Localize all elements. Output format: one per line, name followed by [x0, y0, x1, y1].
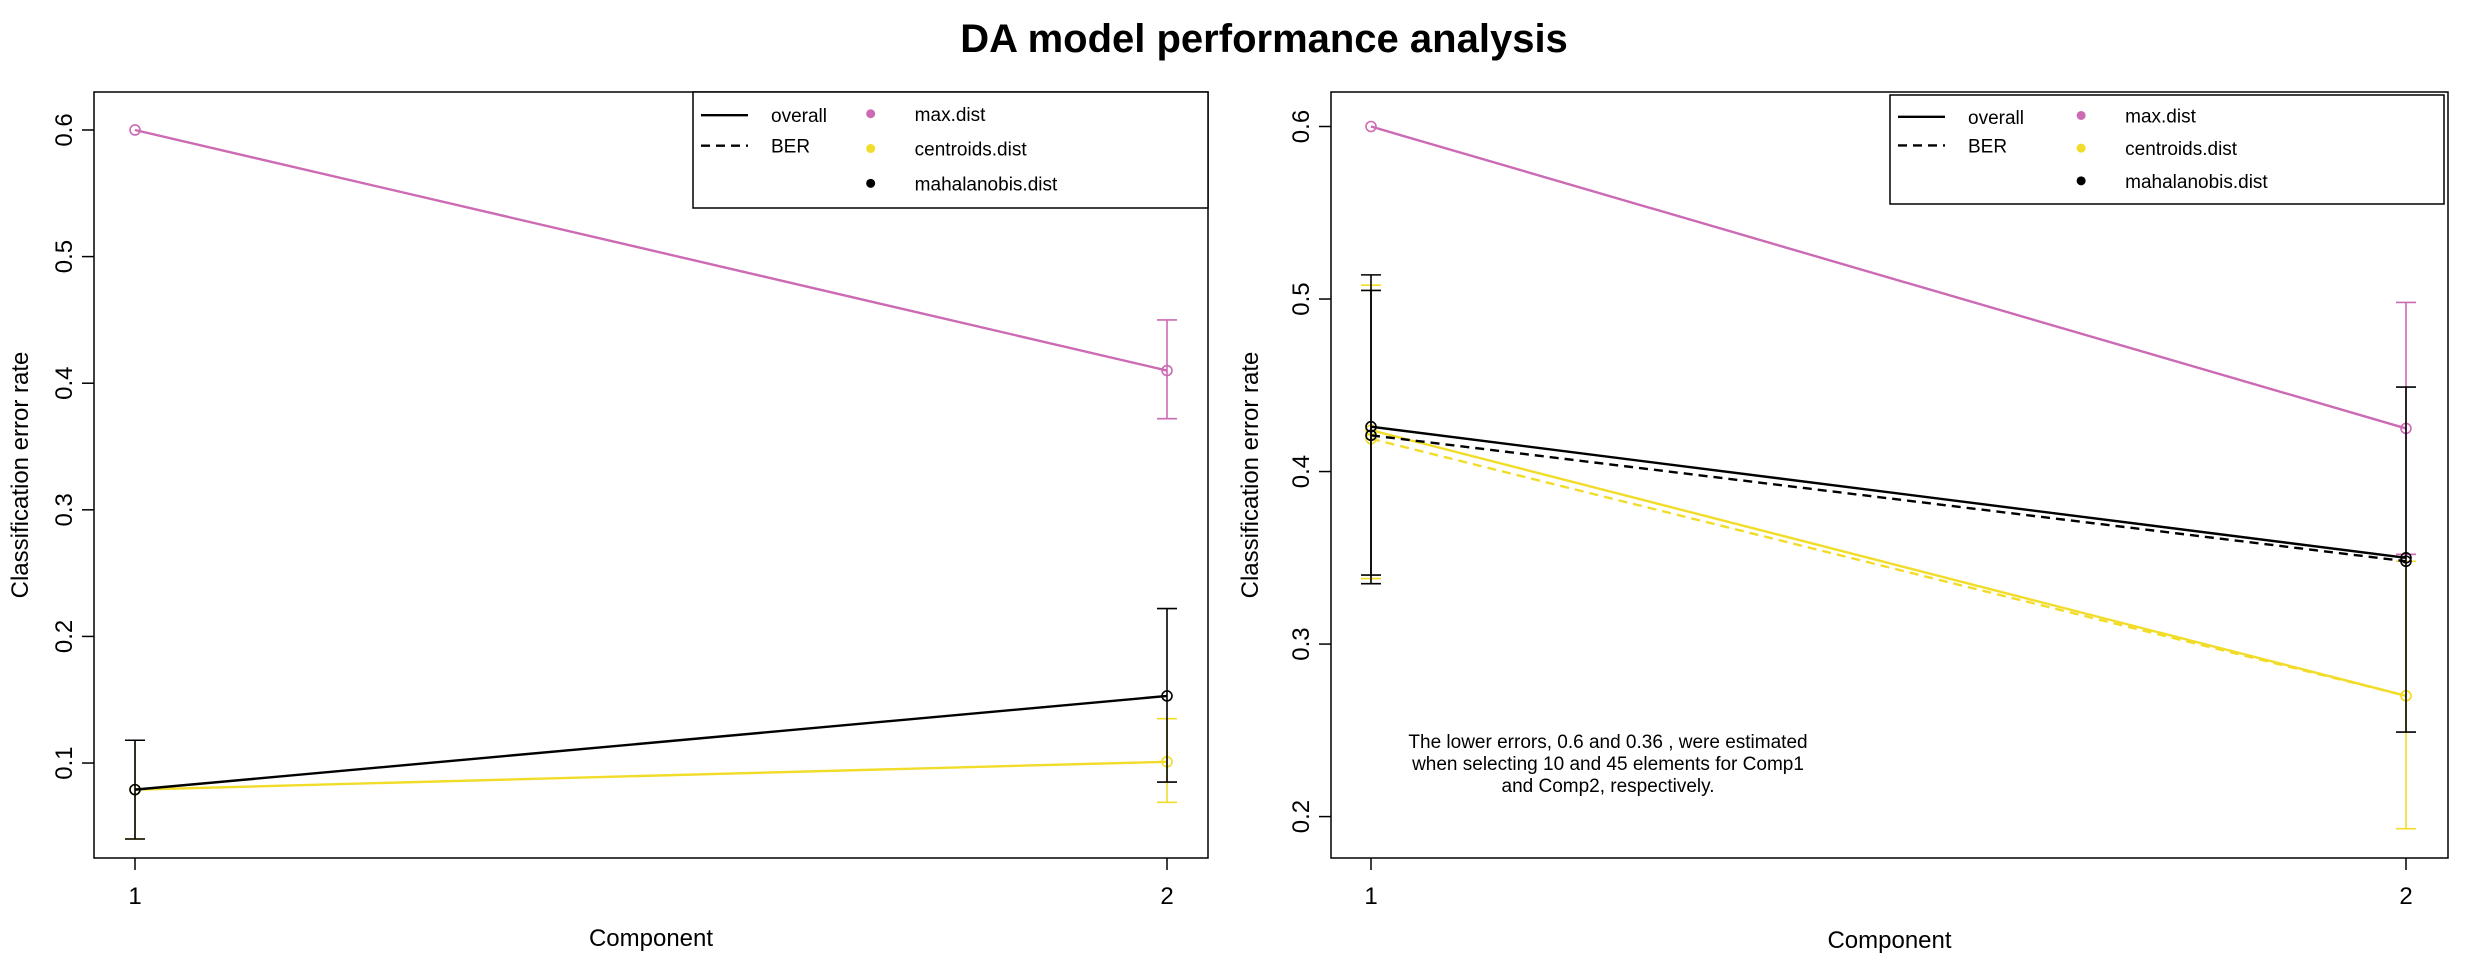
series-line	[1370, 434, 2407, 563]
y-tick-label: 0.5	[1288, 282, 1315, 315]
legend-marker-mahalanobis-dist	[866, 178, 876, 188]
legend-box	[692, 91, 1209, 209]
annotation-line: and Comp2, respectively.	[1502, 776, 1715, 797]
series-line	[134, 128, 1168, 372]
annotation-line: when selecting 10 and 45 elements for Co…	[1411, 754, 1804, 775]
legend: overall BER max.dist centroids.dist mahalano…	[692, 91, 1209, 209]
legend-label: overall	[1968, 108, 2024, 129]
data-point	[1161, 364, 1173, 377]
data-point	[1161, 690, 1173, 702]
x-axis-title: Component	[589, 925, 713, 952]
y-axis-title: Classification error rate	[1237, 352, 1264, 599]
data-point	[1365, 120, 1377, 133]
legend-marker-centroids-dist	[866, 144, 876, 154]
x-tick-label: 1	[128, 883, 141, 910]
x-tick-label: 1	[1364, 883, 1377, 910]
legend-label: mahalanobis.dist	[915, 174, 1058, 195]
data-point	[129, 783, 141, 796]
y-tick-label: 0.6	[1288, 110, 1315, 143]
x-axis-title: Component	[1827, 927, 1951, 954]
series-line	[1370, 428, 2407, 697]
legend-label: BER	[771, 137, 810, 158]
y-axis-title: Classification error rate	[7, 352, 34, 599]
legend-label: max.dist	[915, 105, 986, 126]
series-line	[1370, 125, 2407, 430]
y-tick-label: 0.6	[51, 113, 78, 146]
series-line	[1370, 437, 2407, 697]
legend-label: BER	[1968, 136, 2007, 157]
data-point	[129, 124, 141, 136]
legend-box	[1889, 94, 2445, 205]
series-max-dist-overall	[129, 124, 1177, 420]
chart-panel-2: 1 2 0.2 0.3 0.4 0.5 0.6 Component Classification…	[1237, 91, 2449, 954]
series-centroids-dist-overall	[125, 717, 1177, 840]
legend-label: mahalanobis.dist	[2125, 172, 2268, 193]
series-mahalanobis-dist-ber	[1361, 289, 2412, 576]
series-line	[134, 694, 1168, 791]
legend-label: max.dist	[2125, 106, 2196, 127]
annotation-line: The lower errors, 0.6 and 0.36 , were es…	[1408, 732, 1807, 753]
legend-marker-mahalanobis-dist	[2076, 176, 2086, 186]
series-line	[1370, 425, 2407, 560]
series-mahalanobis-dist-overall	[1361, 274, 2416, 733]
series-centroids-dist-ber	[1365, 432, 2412, 702]
y-tick-label: 0.4	[51, 367, 78, 400]
legend-label: centroids.dist	[915, 140, 1028, 161]
data-point	[2400, 555, 2412, 568]
plot-frame	[93, 91, 1209, 859]
series-line	[134, 760, 1168, 791]
data-point	[1365, 429, 1377, 442]
legend-marker-max-dist	[2076, 110, 2086, 120]
figure-title: DA model performance analysis	[960, 17, 1568, 61]
series-mahalanobis-dist-overall	[125, 607, 1177, 840]
y-tick-label: 0.2	[1288, 800, 1315, 833]
y-tick-label: 0.1	[51, 746, 78, 779]
plot-frame	[1330, 91, 2449, 859]
x-tick-label: 2	[1160, 883, 1173, 910]
data-point	[2400, 552, 2412, 564]
y-tick-label: 0.5	[51, 240, 78, 273]
legend-marker-max-dist	[866, 109, 876, 119]
legend-marker-centroids-dist	[2076, 143, 2086, 153]
y-tick-label: 0.2	[51, 620, 78, 653]
y-tick-label: 0.3	[51, 493, 78, 526]
chart-panel-1: 1 2 0.1 0.2 0.3 0.4 0.5 0.6 Component Classificat…	[7, 91, 1209, 952]
x-tick-label: 2	[2399, 883, 2412, 910]
legend-label: centroids.dist	[2125, 139, 2238, 160]
panels: 1 2 0.1 0.2 0.3 0.4 0.5 0.6 Component Classificat…	[7, 91, 2449, 954]
y-tick-label: 0.3	[1288, 627, 1315, 660]
legend: overall BER max.dist centroids.dist mahalano…	[1889, 94, 2445, 205]
legend-label: overall	[771, 106, 827, 127]
y-tick-label: 0.4	[1288, 455, 1315, 488]
